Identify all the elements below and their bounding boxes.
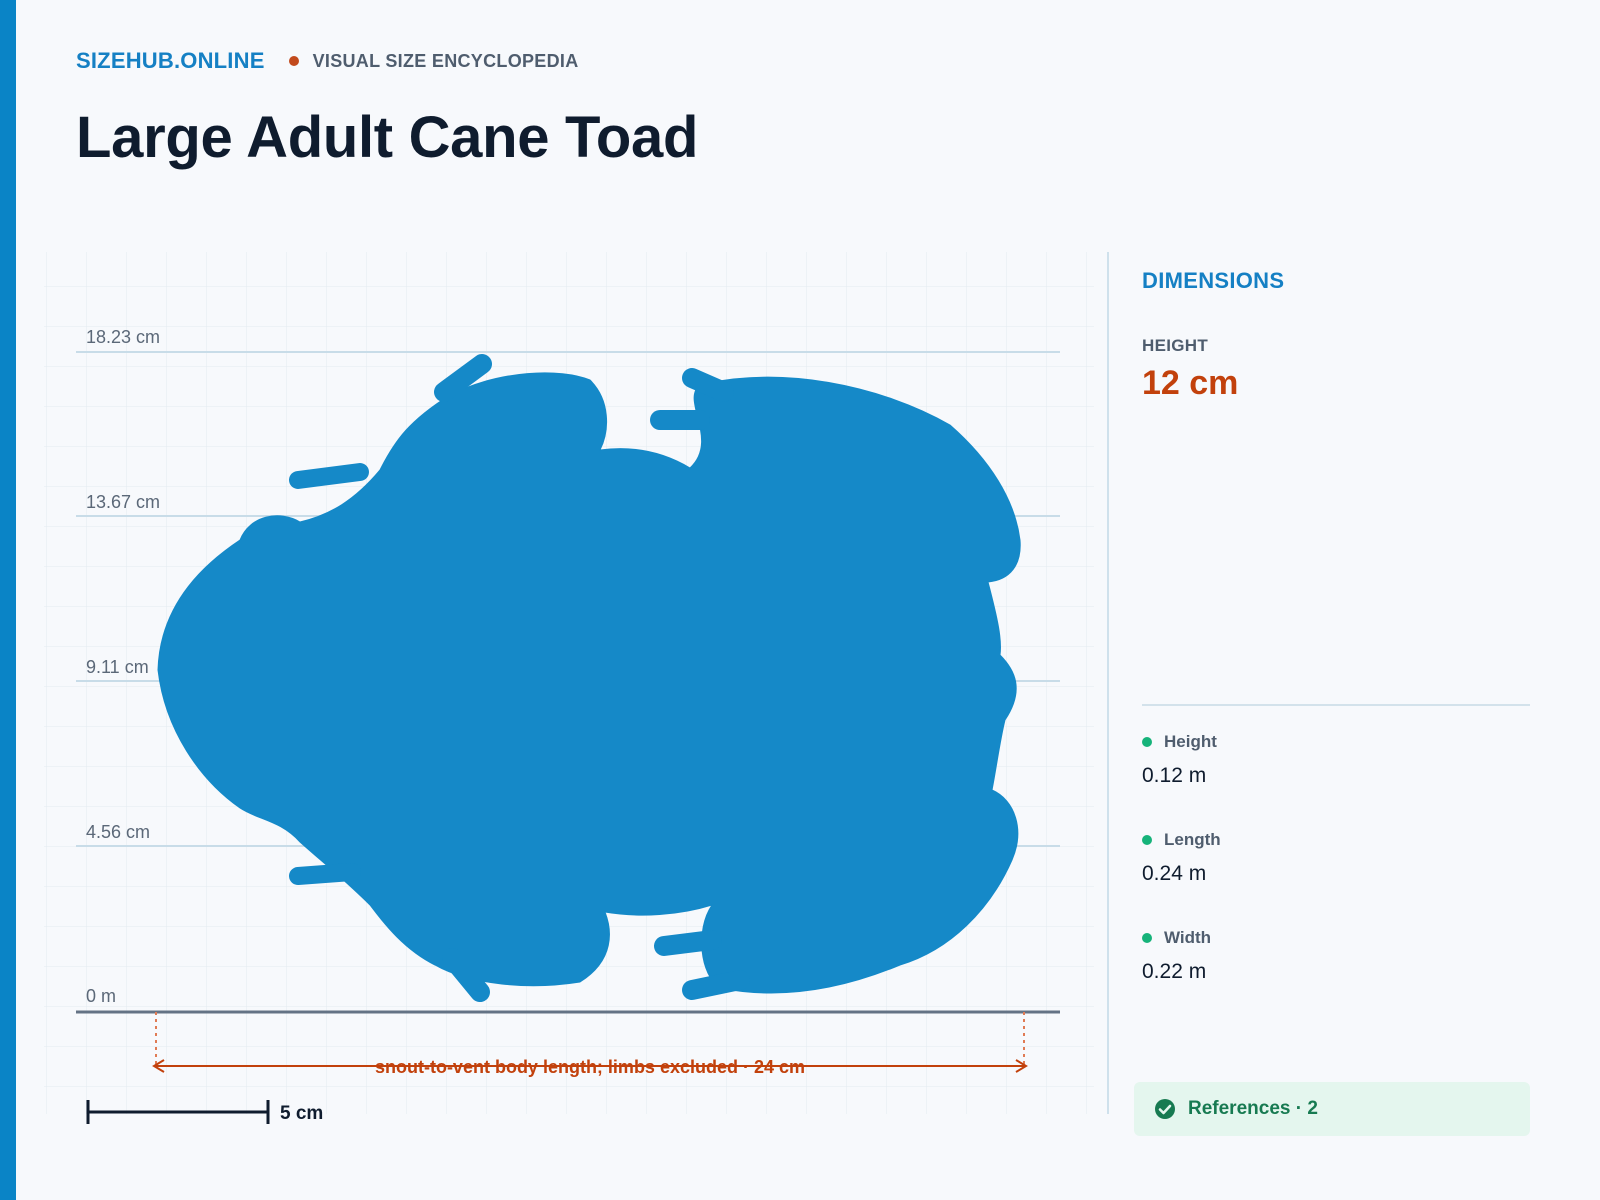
toad-silhouette [157,354,1021,1002]
metric-label: Length [1164,830,1221,849]
ruler-label: 18.23 cm [86,327,160,347]
arrow-left-icon [152,1059,165,1073]
panel-separator [1142,704,1530,706]
size-figure: 18.23 cm 13.67 cm 9.11 cm 4.56 cm 0 m sn… [44,252,1094,1124]
metric-width: Width 0.22 m [1142,928,1211,984]
references-label: References · 2 [1188,1098,1318,1119]
ruler-label: 9.11 cm [86,657,149,677]
ruler-label: 13.67 cm [86,492,160,512]
check-circle-icon [1155,1099,1175,1119]
metric-height: Height 0.12 m [1142,732,1217,788]
length-note: snout-to-vent body length; limbs exclude… [375,1057,805,1077]
metric-value: 0.24 m [1142,862,1207,885]
metric-value: 0.12 m [1142,764,1207,787]
arrow-right-icon [1015,1059,1028,1073]
accent-bar [0,0,16,1200]
metric-value: 0.22 m [1142,960,1207,983]
ruler-label: 4.56 cm [86,822,150,842]
panel-divider [1107,252,1109,1114]
brand-link[interactable]: SIZEHUB.ONLINE [76,48,265,73]
metric-length: Length 0.24 m [1142,830,1221,886]
brand-row: SIZEHUB.ONLINE VISUAL SIZE ENCYCLOPEDIA [76,44,698,78]
primary-dimension-label: HEIGHT [1142,336,1209,355]
metric-label: Height [1164,732,1217,751]
primary-dimension-value: 12 cm [1142,364,1239,402]
tagline: VISUAL SIZE ENCYCLOPEDIA [312,50,579,71]
references-button[interactable]: References · 2 [1134,1082,1530,1136]
status-dot-icon [1142,737,1152,747]
page-header: SIZEHUB.ONLINE VISUAL SIZE ENCYCLOPEDIA … [76,44,698,171]
separator-dot-icon [288,56,299,66]
panel-title: DIMENSIONS [1142,268,1285,293]
ruler-label: 0 m [86,986,116,1006]
scale-bar-label: 5 cm [280,1103,323,1124]
dimensions-panel: DIMENSIONS HEIGHT 12 cm Height 0.12 m Le… [1134,252,1532,1136]
metric-label: Width [1164,928,1212,947]
page-title: Large Adult Cane Toad [76,105,699,170]
status-dot-icon [1142,835,1152,845]
status-dot-icon [1142,933,1152,943]
